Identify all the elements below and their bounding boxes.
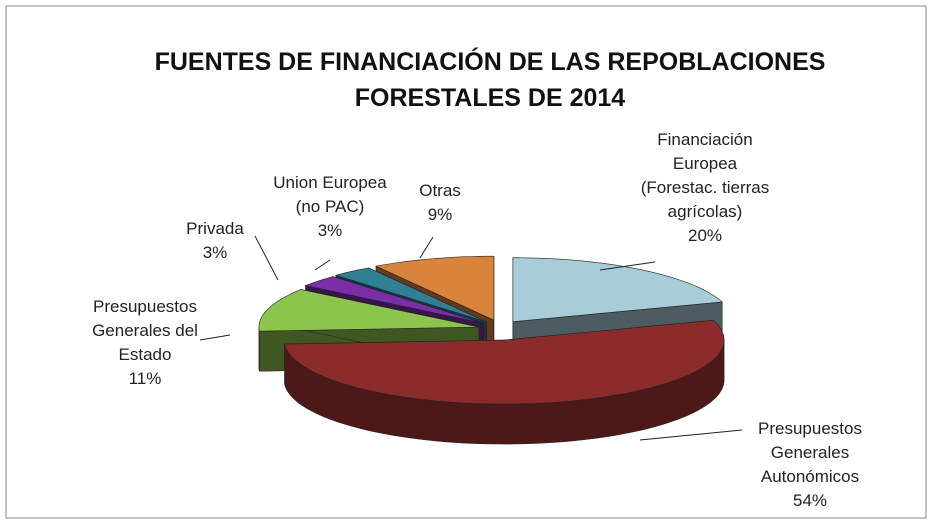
slice-label: Presupuestos Generales del Estado <box>92 297 198 364</box>
slice <box>304 276 484 324</box>
leader-line <box>254 235 279 281</box>
slice-value-label: 20% <box>688 226 722 245</box>
leader-line <box>419 236 434 259</box>
slice <box>284 319 725 405</box>
slice <box>512 257 723 323</box>
slice-label: Otras <box>419 181 461 200</box>
chart-title: FUENTES DE FINANCIACIÓN DE LAS REPOBLACI… <box>155 46 826 112</box>
slice-value-label: 3% <box>203 243 228 262</box>
slice-label: Union Europea (no PAC) <box>273 173 387 216</box>
slice <box>258 289 479 332</box>
slice-value-label: 54% <box>793 491 827 510</box>
slice-value-label: 3% <box>318 221 343 240</box>
slice <box>334 267 487 323</box>
leader-line <box>639 429 743 441</box>
slice-value-label: 9% <box>428 205 453 224</box>
slice-label: Privada <box>186 219 244 238</box>
slice <box>375 255 495 321</box>
slice-label: Presupuestos Generales Autonómicos <box>758 419 862 486</box>
leader-line <box>199 334 231 341</box>
slice-value-label: 11% <box>129 369 162 388</box>
slice-label: Financiación Europea (Forestac. tierras agr… <box>641 130 769 221</box>
leader-line <box>314 259 331 271</box>
leader-line <box>599 261 656 271</box>
